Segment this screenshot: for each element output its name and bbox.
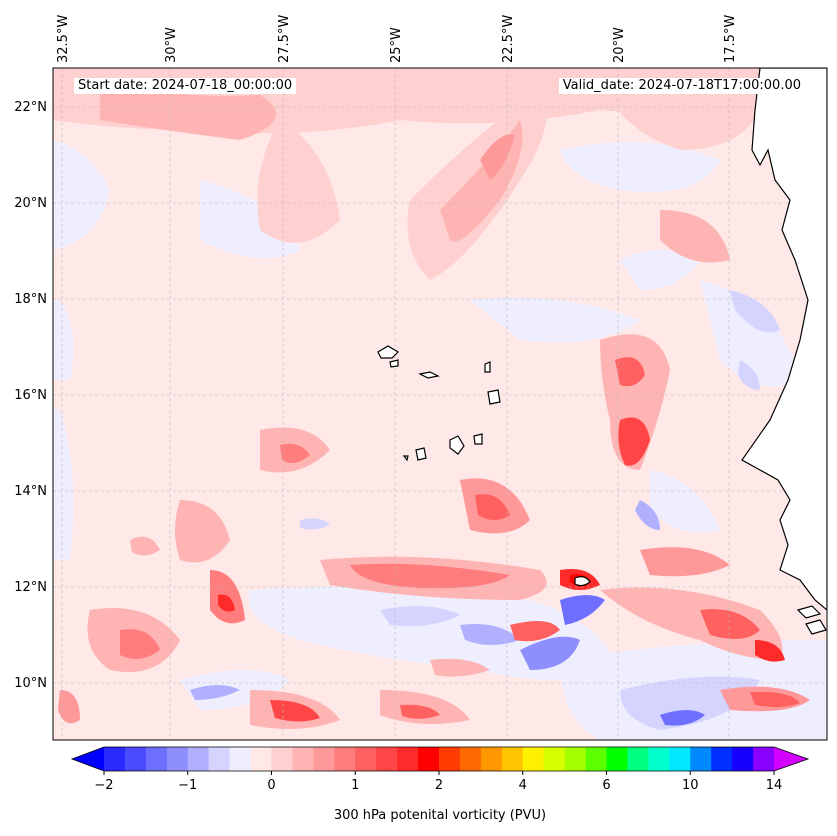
colorbar-segment <box>187 747 210 771</box>
colorbar-segment <box>501 747 524 771</box>
colorbar-segment <box>753 747 775 771</box>
colorbar-segment <box>669 747 691 771</box>
colorbar-tick-label: −2 <box>94 778 113 793</box>
colorbar-segment <box>480 747 503 771</box>
start-date-label: Start date: 2024-07-18_00:00:00 <box>74 78 297 94</box>
colorbar-segment <box>711 747 733 771</box>
colorbar-segment <box>732 747 754 771</box>
colorbar-segment <box>439 747 461 771</box>
pv-contours-negative <box>53 140 827 740</box>
colorbar-segment <box>397 747 419 771</box>
lon-label: 27.5°W <box>277 15 292 63</box>
colorbar-segment <box>376 747 398 771</box>
lon-label: 32.5°W <box>56 15 71 63</box>
colorbar-segment <box>648 747 670 771</box>
colorbar-segment <box>522 747 545 771</box>
map-area <box>53 68 827 740</box>
lat-label: 18°N <box>14 292 47 307</box>
lon-label: 17.5°W <box>723 15 738 63</box>
coastline <box>377 68 827 635</box>
lat-label: 20°N <box>14 196 47 211</box>
colorbar-tick-label: 14 <box>766 778 783 793</box>
colorbar-segment <box>543 747 566 771</box>
colorbar-tick-label: −1 <box>178 778 197 793</box>
colorbar-segment <box>459 747 482 771</box>
lat-label: 16°N <box>14 388 47 403</box>
colorbar-segment <box>334 747 356 771</box>
colorbar-segment <box>292 747 314 771</box>
colorbar-segment <box>166 747 189 771</box>
lon-label: 25°W <box>389 27 404 63</box>
lon-labels: 32.5°W 30°W 27.5°W 25°W 22.5°W 20°W 17.5… <box>56 15 738 63</box>
valid-date-label: Valid_date: 2024-07-18T17:00:00.00 <box>558 78 805 94</box>
colorbar <box>70 746 810 772</box>
lon-label: 22.5°W <box>501 15 516 63</box>
colorbar-segment <box>690 747 712 771</box>
lat-label: 22°N <box>14 100 47 115</box>
lon-label: 20°W <box>612 27 627 63</box>
colorbar-segment <box>229 747 252 771</box>
colorbar-segment <box>104 747 126 771</box>
colorbar-segment <box>564 747 587 771</box>
colorbar-tick-label: 0 <box>267 778 275 793</box>
lon-label: 30°W <box>164 27 179 63</box>
colorbar-segment <box>250 747 273 771</box>
colorbar-segment <box>418 747 440 771</box>
colorbar-segment <box>355 747 377 771</box>
colorbar-segment <box>606 747 629 771</box>
lat-label: 10°N <box>14 676 47 691</box>
colorbar-segment <box>585 747 608 771</box>
colorbar-ticks: −2 −1 0 1 2 4 6 10 14 <box>94 771 782 793</box>
colorbar-tick-label: 10 <box>682 778 699 793</box>
lat-label: 12°N <box>14 580 47 595</box>
lat-label: 14°N <box>14 484 47 499</box>
colorbar-label: 300 hPa potenital vorticity (PVU) <box>333 808 547 823</box>
colorbar-tick-label: 2 <box>435 778 443 793</box>
colorbar-extend-low <box>72 747 104 771</box>
map-frame <box>52 67 828 741</box>
colorbar-segment <box>313 747 335 771</box>
colorbar-extend-high <box>774 747 808 771</box>
colorbar-tick-label: 1 <box>351 778 359 793</box>
colorbar-segment <box>271 747 294 771</box>
colorbar-tick-label: 4 <box>519 778 527 793</box>
graticule-lines <box>53 68 827 740</box>
lat-labels: 22°N 20°N 18°N 16°N 14°N 12°N 10°N <box>14 100 47 691</box>
colorbar-tick-label: 6 <box>602 778 610 793</box>
colorbar-segment <box>145 747 168 771</box>
colorbar-segment <box>124 747 147 771</box>
colorbar-segment <box>208 747 231 771</box>
colorbar-segment <box>627 747 649 771</box>
